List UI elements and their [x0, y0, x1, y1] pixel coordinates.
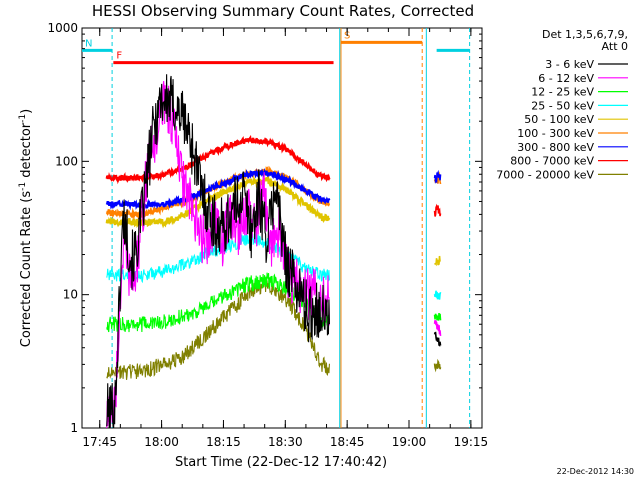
vertical-markers	[111, 28, 471, 428]
legend-entry-label: 800 - 7000 keV	[510, 155, 594, 168]
legend-entry-label: 25 - 50 keV	[531, 99, 594, 112]
legend-header: Att 0	[602, 40, 628, 53]
series-line	[106, 74, 330, 429]
y-axis-label: Corrected Count Rate (s-1 detector-1)	[18, 109, 34, 347]
x-axis-label: Start Time (22-Dec-12 17:40:42)	[175, 455, 387, 470]
legend-entry-label: 7000 - 20000 keV	[496, 168, 594, 181]
series-line-late	[433, 203, 442, 217]
plot-frame	[81, 27, 483, 429]
legend-entry-label: 6 - 12 keV	[538, 72, 594, 85]
y-axis-label-sup2: -1	[18, 114, 28, 123]
legend-entry-label: 50 - 100 keV	[524, 113, 594, 126]
y-tick-label: 100	[55, 154, 78, 168]
y-axis-label-end: )	[19, 109, 34, 114]
x-tick-label: 19:15	[454, 435, 489, 449]
footer-date: 22-Dec-2012 14:30	[557, 467, 634, 476]
flags-layer: NFS	[82, 30, 470, 65]
y-axis-label-mid: detector	[19, 122, 34, 182]
axis-ticks: 1 10 100 1000 17:45 18:00 18:15 18:30 18:45 19:00…	[47, 21, 488, 449]
series-line-late	[433, 331, 442, 347]
legend-entry-label: 100 - 300 keV	[517, 127, 594, 140]
y-tick-label: 10	[63, 288, 78, 302]
series-line	[106, 80, 330, 429]
x-tick-label: 18:30	[268, 435, 303, 449]
legend-entry-label: 300 - 800 keV	[517, 141, 594, 154]
x-tick-label: 19:00	[392, 435, 427, 449]
legend-entry-label: 12 - 25 keV	[531, 86, 594, 99]
series-line	[106, 277, 330, 380]
flag-label: N	[85, 38, 92, 49]
y-axis-label-sup1: -1	[18, 182, 28, 191]
y-tick-label: 1	[70, 421, 78, 435]
series-line-late	[433, 312, 442, 321]
x-tick-label: 18:00	[144, 435, 179, 449]
flag-label: F	[116, 51, 122, 62]
series-line-late	[433, 358, 442, 373]
x-tick-label: 17:45	[82, 435, 117, 449]
series-line-late	[433, 290, 442, 300]
series-line-late	[433, 319, 442, 336]
series-layer	[105, 74, 442, 429]
legend-header: Det 1,3,5,6,7,9,	[542, 28, 628, 41]
chart-title: HESSI Observing Summary Count Rates, Cor…	[92, 2, 474, 20]
series-line-late	[433, 169, 442, 184]
y-axis-label-main: Corrected Count Rate (s	[19, 191, 34, 348]
legend-entry-label: 3 - 6 keV	[545, 58, 594, 71]
series-line-late	[434, 255, 441, 267]
series-line	[105, 134, 331, 185]
x-tick-label: 18:45	[330, 435, 365, 449]
x-tick-label: 18:15	[206, 435, 241, 449]
y-tick-label: 1000	[47, 21, 78, 35]
